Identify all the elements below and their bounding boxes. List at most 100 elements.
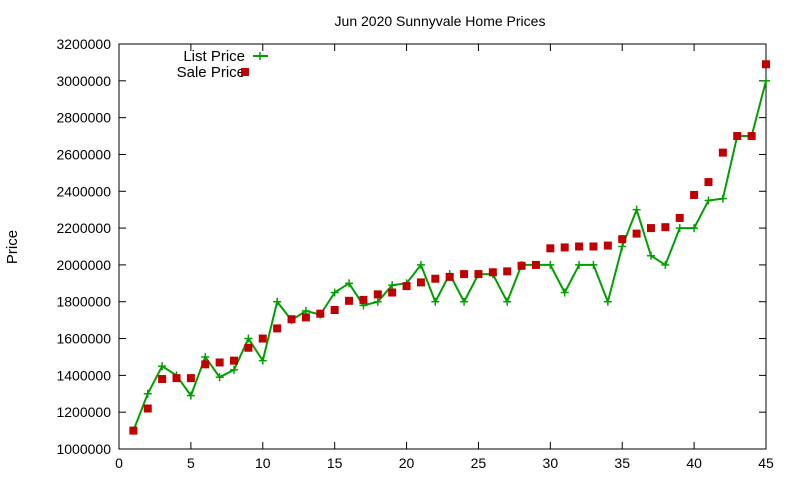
sale-price-point-30	[546, 244, 555, 253]
x-tick-label-6: 30	[543, 455, 559, 471]
sale-price-point-20	[402, 282, 411, 291]
x-tick-label-4: 20	[399, 455, 415, 471]
sale-price-point-22	[431, 274, 440, 283]
list-price-point-42	[718, 194, 727, 203]
y-tick-label-11: 3200000	[56, 36, 111, 52]
sale-price-point-10	[258, 334, 267, 343]
list-price-point-40	[690, 224, 699, 233]
list-price-point-21	[416, 260, 425, 269]
sale-price-point-27	[503, 267, 512, 276]
list-price-point-5	[186, 391, 195, 400]
list-price-point-11	[273, 297, 282, 306]
plot-frame	[118, 43, 767, 450]
sale-price-point-39	[675, 213, 684, 222]
list-price-point-8	[230, 365, 239, 374]
series-line-list-price	[132, 80, 767, 431]
x-tick-label-5: 25	[471, 455, 487, 471]
x-tick-label-7: 35	[614, 455, 630, 471]
list-price-point-41	[704, 196, 713, 205]
x-tick-label-8: 40	[686, 455, 702, 471]
sale-price-point-16	[345, 296, 354, 305]
list-price-point-18	[373, 297, 382, 306]
sale-price-point-25	[474, 270, 483, 279]
y-tick-label-7: 2400000	[56, 183, 111, 199]
legend-label-sale-price: Sale Price	[177, 64, 245, 81]
list-price-point-31	[560, 288, 569, 297]
sale-price-point-28	[517, 261, 526, 270]
sale-price-point-21	[416, 278, 425, 287]
list-price-point-24	[460, 297, 469, 306]
list-price-point-3	[158, 362, 167, 371]
legend-marker-sale-price	[241, 68, 249, 76]
sale-price-point-44	[747, 132, 756, 141]
sale-price-point-35	[618, 235, 627, 244]
sale-price-point-17	[359, 295, 368, 304]
sale-price-point-7	[215, 358, 224, 367]
list-price-point-35	[618, 242, 627, 251]
list-price-point-30	[546, 260, 555, 269]
list-price-point-9	[244, 334, 253, 343]
sale-price-point-9	[244, 343, 253, 352]
plot-area: 1000000 1200000 1400000 1600000 1800000 20000…	[56, 36, 774, 471]
sale-price-point-2	[143, 404, 152, 413]
sale-price-point-1	[129, 426, 138, 435]
y-tick-label-8: 2600000	[56, 146, 111, 162]
sale-price-point-23	[445, 272, 454, 281]
list-price-point-45	[762, 76, 770, 85]
x-tick-label-3: 15	[327, 455, 343, 471]
sale-price-point-32	[575, 242, 584, 251]
sale-price-point-13	[301, 313, 310, 322]
sale-price-point-31	[560, 243, 569, 252]
list-price-point-15	[330, 288, 339, 297]
list-price-point-6	[201, 352, 210, 361]
list-price-point-33	[589, 260, 598, 269]
y-tick-label-6: 2200000	[56, 220, 111, 236]
legend-label-list-price: List Price	[183, 48, 245, 65]
sale-price-point-19	[388, 288, 397, 297]
sale-price-point-8	[230, 356, 239, 365]
sale-price-point-42	[718, 148, 727, 157]
chart-title: Jun 2020 Sunnyvale Home Prices	[335, 13, 546, 29]
list-price-point-36	[632, 205, 641, 214]
list-price-point-16	[345, 279, 354, 288]
sale-price-point-26	[488, 268, 497, 277]
sale-price-point-18	[373, 290, 382, 299]
sale-price-point-33	[589, 242, 598, 251]
y-axis-label: Price	[4, 230, 21, 264]
list-price-point-22	[431, 297, 440, 306]
list-price-point-37	[646, 251, 655, 260]
y-tick-label-1: 1200000	[56, 404, 111, 420]
sale-price-point-40	[690, 190, 699, 199]
sale-price-point-36	[632, 229, 641, 238]
sale-price-point-29	[531, 260, 540, 269]
y-tick-label-10: 3000000	[56, 73, 111, 89]
list-price-point-19	[388, 281, 397, 290]
x-tick-label-2: 10	[255, 455, 271, 471]
sale-price-point-11	[273, 324, 282, 333]
sale-price-point-24	[460, 270, 469, 279]
list-price-point-32	[575, 260, 584, 269]
y-tick-label-2: 1400000	[56, 367, 111, 383]
x-tick-label-0: 0	[115, 455, 123, 471]
sale-price-point-43	[733, 132, 742, 141]
list-price-point-2	[143, 389, 152, 398]
sale-price-point-12	[287, 315, 296, 324]
sale-price-point-15	[330, 306, 339, 315]
list-price-point-38	[661, 260, 670, 269]
list-price-point-10	[258, 356, 267, 365]
list-price-point-34	[603, 297, 612, 306]
y-tick-label-4: 1800000	[56, 294, 111, 310]
list-price-point-7	[215, 373, 224, 382]
sale-price-point-34	[603, 241, 612, 250]
x-tick-label-9: 45	[758, 455, 774, 471]
list-price-point-27	[503, 297, 512, 306]
sale-price-point-4	[172, 374, 181, 383]
sale-price-point-41	[704, 178, 713, 187]
sale-price-point-14	[316, 309, 325, 318]
sale-price-point-6	[201, 360, 210, 369]
legend: List Price Sale Price	[177, 48, 268, 81]
sale-price-point-3	[158, 375, 167, 384]
legend-marker-list-price	[256, 52, 264, 60]
